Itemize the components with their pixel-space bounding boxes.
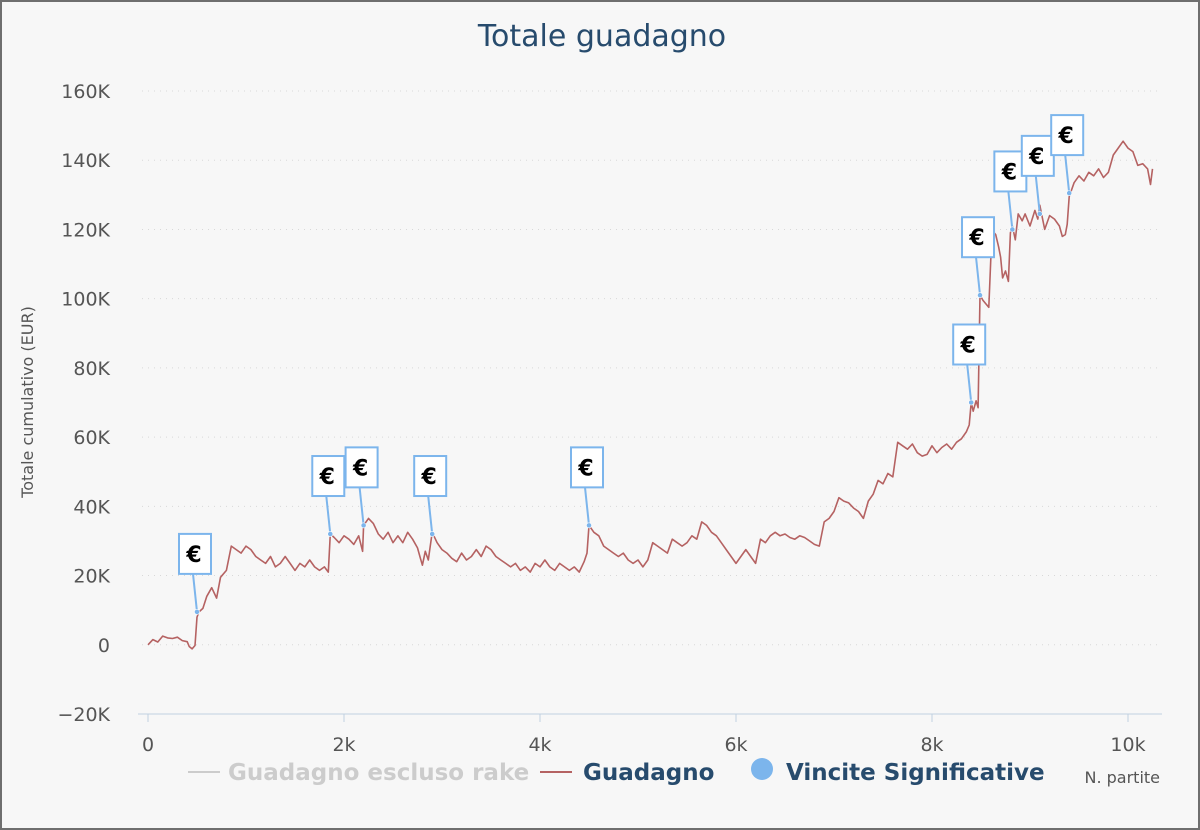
flag-connector [966, 364, 973, 403]
flag-marker[interactable]: € [1020, 134, 1055, 217]
flag-box [961, 216, 996, 259]
flag-marker[interactable]: € [570, 446, 604, 529]
flag-point [360, 522, 367, 529]
flag-connector [584, 487, 590, 526]
flag-label: € [421, 465, 437, 490]
x-tick-label: 6k [724, 734, 747, 756]
flag-point [586, 522, 592, 529]
flag-marker[interactable]: € [1050, 114, 1085, 197]
legend-item-3[interactable]: Vincite Significative [751, 758, 1045, 786]
y-tick-label: 80K [73, 358, 110, 380]
flag-layer: € € € € € € € € € € [178, 114, 1085, 615]
flag-point [429, 531, 436, 537]
flag-connector [427, 495, 434, 535]
x-tick-label: 0 [142, 734, 154, 756]
legend-label: Guadagno [583, 760, 714, 786]
flag-marker[interactable]: € [178, 532, 212, 615]
flag-box [1050, 114, 1085, 157]
x-tick-label: 8k [920, 734, 943, 756]
flag-box [311, 455, 346, 498]
flag-label: € [352, 456, 368, 481]
flag-box [1020, 134, 1055, 177]
flag-box [952, 323, 987, 366]
x-tick-label: 2k [332, 734, 355, 756]
y-tick-label: 160K [61, 81, 110, 103]
flag-label: € [1001, 160, 1017, 185]
flag-point [977, 292, 983, 299]
flag-label: € [1028, 145, 1044, 170]
flag-connector [325, 495, 332, 535]
flag-label: € [1058, 124, 1074, 149]
flag-marker[interactable]: € [311, 455, 346, 537]
flag-marker[interactable]: € [413, 455, 448, 537]
legend-symbol [751, 758, 773, 780]
y-tick-label: 0 [98, 635, 110, 657]
x-tick-label: 4k [528, 734, 551, 756]
y-tick-label: −20K [57, 704, 110, 726]
y-tick-label: 40K [73, 496, 110, 518]
y-axis-label: Totale cumulativo (EUR) [18, 306, 37, 499]
flag-point [968, 399, 975, 406]
grid-lines: −20K 0 20K 40K 60K 80K 100K 120K 140K 160K [57, 81, 1162, 726]
y-tick-label: 140K [61, 150, 110, 172]
flag-label: € [185, 543, 201, 568]
flag-box [344, 446, 379, 489]
chart-title: Totale guadagno [477, 19, 726, 54]
series-line-guadagno[interactable] [147, 140, 1154, 650]
flag-box [570, 446, 604, 489]
flag-label: € [319, 465, 335, 490]
flag-label: € [968, 226, 984, 251]
legend-label: Guadagno escluso rake [228, 760, 529, 786]
flag-point [194, 608, 200, 615]
y-tick-label: 60K [73, 427, 110, 449]
flag-label: € [960, 334, 976, 359]
legend-item-2[interactable]: Guadagno [540, 760, 714, 786]
legend-label: Vincite Significative [786, 760, 1045, 786]
flag-connector [1034, 175, 1041, 214]
flag-connector [358, 487, 365, 526]
flag-label: € [577, 456, 593, 481]
flag-box [178, 532, 212, 575]
flag-point [327, 531, 334, 537]
flag-box [413, 455, 448, 498]
flag-connector [975, 257, 982, 296]
flag-connector [1064, 154, 1071, 194]
x-axis-label: N. partite [1084, 768, 1160, 787]
flag-point [1036, 210, 1043, 217]
y-tick-label: 100K [61, 289, 110, 311]
flag-marker[interactable]: € [952, 323, 987, 406]
flag-point [1066, 190, 1073, 197]
x-tick-label: 10k [1110, 734, 1145, 756]
flag-marker[interactable]: € [961, 216, 996, 299]
flag-marker[interactable]: € [344, 446, 379, 529]
flag-point [1009, 226, 1016, 233]
legend-item-1[interactable]: Guadagno escluso rake [188, 760, 529, 786]
flag-connector [192, 573, 198, 613]
legend: Guadagno escluso rake Guadagno Vincite Sig… [188, 758, 1045, 786]
flag-connector [1007, 191, 1014, 230]
y-tick-label: 120K [61, 219, 110, 241]
x-axis: 0 2k 4k 6k 8k 10k [138, 713, 1162, 756]
y-tick-label: 20K [73, 566, 110, 588]
series-layer [147, 140, 1154, 650]
